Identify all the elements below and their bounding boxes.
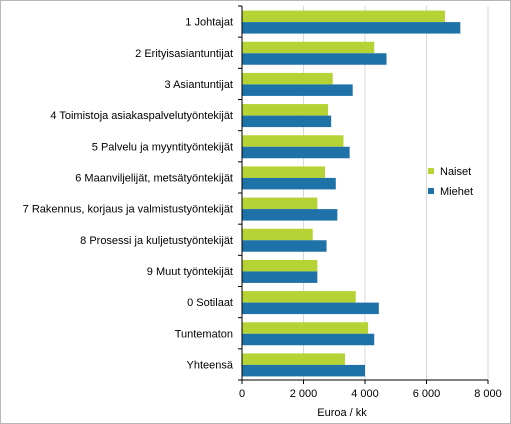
bar-naiset-2 (242, 72, 333, 85)
bar-miehet-4 (242, 146, 350, 159)
bar-naiset-4 (242, 135, 344, 147)
bar-miehet-3 (242, 115, 332, 128)
x-tick-label: 2 000 (290, 388, 318, 400)
bar-miehet-2 (242, 84, 353, 96)
gridlines (303, 6, 489, 380)
bar-miehet-10 (242, 333, 375, 346)
bar-naiset-0 (242, 10, 445, 23)
bar-miehet-6 (242, 209, 338, 221)
bar-naiset-9 (242, 291, 356, 303)
axes (238, 5, 489, 384)
category-label: 2 Erityisasiantuntijat (135, 48, 233, 60)
x-tick-label: 4 000 (351, 388, 379, 400)
bar-naiset-1 (242, 41, 375, 54)
category-label: 8 Prosessi ja kuljetustyöntekijät (80, 235, 233, 247)
x-tick-labels: 0 2 000 4 000 6 000 8 000 (239, 388, 502, 400)
category-labels: 1 Johtajat 2 Erityisasiantuntijat 3 Asiant… (23, 17, 234, 372)
bar-naiset-10 (242, 322, 369, 334)
bars (242, 10, 461, 377)
bar-naiset-3 (242, 104, 329, 116)
category-label: 6 Maanviljelijät, metsätyöntekijät (75, 172, 233, 184)
bar-naiset-8 (242, 259, 318, 272)
category-label: 3 Asiantuntijat (165, 79, 234, 91)
category-label: 7 Rakennus, korjaus ja valmistustyönteki… (23, 204, 233, 216)
category-label: Tuntematon (175, 328, 233, 340)
bar-miehet-7 (242, 240, 327, 252)
bar-miehet-8 (242, 271, 318, 283)
category-label: 5 Palvelu ja myyntityöntekijät (92, 141, 233, 153)
legend-label-miehet: Miehet (440, 186, 473, 198)
bar-naiset-11 (242, 353, 346, 365)
legend-swatch-naiset (428, 168, 434, 174)
bar-miehet-5 (242, 177, 336, 190)
x-axis-label: Euroa / kk (317, 407, 367, 419)
category-label: 9 Muut työntekijät (147, 266, 233, 278)
bar-naiset-7 (242, 228, 313, 241)
legend-swatch-miehet (428, 188, 434, 194)
legend-label-naiset: Naiset (440, 166, 471, 178)
x-tick-label: 6 000 (413, 388, 441, 400)
bar-naiset-5 (242, 166, 326, 178)
bar-naiset-6 (242, 197, 318, 210)
x-tick-label: 8 000 (474, 388, 502, 400)
legend: Naiset Miehet (428, 166, 473, 198)
bar-miehet-9 (242, 302, 379, 315)
bar-miehet-0 (242, 22, 461, 34)
bar-miehet-1 (242, 53, 387, 65)
category-label: Yhteensä (187, 359, 234, 371)
category-label: 0 Sotilaat (187, 297, 233, 309)
category-label: 1 Johtajat (185, 17, 233, 29)
category-label: 4 Toimistoja asiakaspalvelutyöntekijät (50, 110, 233, 122)
bar-miehet-11 (242, 364, 365, 377)
x-tick-label: 0 (239, 388, 245, 400)
